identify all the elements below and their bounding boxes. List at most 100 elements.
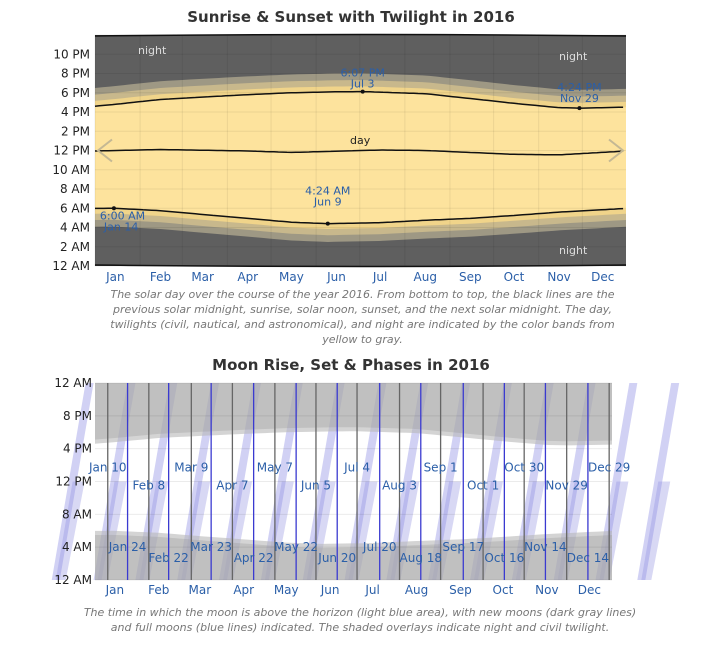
moon-y-tick-label: 8 AM: [62, 507, 92, 521]
previous-midnight-line: [94, 264, 627, 268]
full-moon-label: Apr 22: [234, 551, 274, 565]
moon-y-tick-label: 12 AM: [54, 376, 92, 390]
moon-x-tick-label: Mar: [188, 583, 211, 597]
sun-y-tick-label: 12 AM: [52, 259, 90, 273]
sun-y-tick-label: 4 PM: [61, 105, 90, 119]
sun-x-tick-label: Aug: [414, 270, 437, 284]
new-moon-label: Jul 4: [343, 461, 370, 475]
sun-x-tick-label: Oct: [504, 270, 525, 284]
moon-x-tick-label: Jun: [320, 583, 340, 597]
annotation-date: Nov 29: [560, 92, 599, 105]
annotation-time: 6:07 PM: [341, 67, 385, 80]
moon-up-stripe: [51, 383, 94, 580]
moon-x-tick-label: Nov: [535, 583, 558, 597]
full-moon-label: Jun 20: [317, 551, 356, 565]
moon-x-tick-label: Jul: [364, 583, 379, 597]
full-moon-label: Sep 17: [442, 540, 484, 554]
annotation-dot: [360, 89, 365, 94]
full-moon-label: Oct 16: [484, 551, 524, 565]
annotation-date: Jul 3: [350, 78, 375, 91]
sun-y-tick-label: 6 PM: [61, 86, 90, 100]
moon-x-tick-label: Dec: [578, 583, 601, 597]
full-moon-label: Aug 18: [400, 551, 443, 565]
sun-x-tick-label: May: [279, 270, 304, 284]
moon-y-tick-label: 12 PM: [55, 475, 92, 489]
sun-x-tick-label: Jun: [326, 270, 346, 284]
new-moon-label: Oct 1: [467, 479, 499, 493]
sun-y-tick-label: 10 AM: [52, 163, 90, 177]
night-label: night: [559, 50, 588, 63]
annotation-date: Jan 14: [103, 220, 138, 233]
moon-x-tick-label: Jan: [105, 583, 125, 597]
new-moon-label: Jun 5: [300, 479, 331, 493]
night-label: night: [559, 244, 588, 257]
new-moon-label: Sep 1: [424, 461, 458, 475]
sun-day-band: [95, 91, 626, 224]
full-moon-label: Jan 24: [108, 540, 147, 554]
chevron-right-icon: [608, 138, 625, 163]
new-moon-label: Mar 9: [174, 461, 208, 475]
moon-x-tick-label: Oct: [493, 583, 514, 597]
sun-y-tick-label: 12 PM: [53, 144, 90, 158]
moon-x-tick-label: May: [274, 583, 299, 597]
new-moon-label: Apr 7: [216, 479, 248, 493]
sun-y-tick-label: 8 AM: [60, 182, 90, 196]
sun-x-tick-label: Mar: [191, 270, 214, 284]
sun-chart-title: Sunrise & Sunset with Twilight in 2016: [187, 8, 515, 26]
moon-up-stripe: [260, 383, 303, 580]
sunrise-line: [95, 207, 624, 225]
sun-y-tick-label: 10 PM: [53, 47, 90, 61]
moon-x-tick-label: Apr: [233, 583, 254, 597]
new-moon-label: Dec 29: [588, 461, 630, 475]
new-moon-label: May 7: [257, 461, 293, 475]
sun-x-tick-label: Feb: [150, 270, 171, 284]
moon-up-stripe: [344, 383, 387, 580]
next-midnight-line: [94, 33, 627, 37]
sun-x-tick-label: Dec: [591, 270, 614, 284]
annotation-dot: [111, 206, 116, 211]
moon-x-tick-label: Sep: [449, 583, 472, 597]
solar-noon-line: [94, 148, 624, 156]
annotation-time: 4:24 AM: [305, 185, 350, 198]
sun-chart-caption: The solar day over the course of the yea…: [110, 288, 615, 346]
annotation-dot: [577, 106, 582, 111]
new-moon-label: Feb 8: [132, 479, 165, 493]
moon-chart-title: Moon Rise, Set & Phases in 2016: [212, 356, 490, 374]
annotation-dot: [325, 221, 330, 226]
full-moon-label: May 22: [274, 540, 318, 554]
full-moon-label: Mar 23: [190, 540, 232, 554]
annotation-time: 6:00 AM: [100, 209, 145, 222]
new-moon-label: Jan 10: [88, 461, 127, 475]
sun-y-tick-label: 4 AM: [60, 221, 90, 235]
moon-chart-caption: The time in which the moon is above the …: [83, 606, 637, 634]
moon-x-tick-label: Aug: [405, 583, 428, 597]
sun-y-tick-label: 8 PM: [61, 67, 90, 81]
new-moon-label: Nov 29: [545, 479, 588, 493]
sunset-line: [94, 90, 624, 109]
full-moon-label: Dec 14: [567, 551, 609, 565]
sun-y-tick-label: 6 AM: [60, 201, 90, 215]
full-moon-label: Nov 14: [524, 540, 567, 554]
moon-x-tick-label: Feb: [148, 583, 169, 597]
night-label: night: [138, 44, 167, 57]
moon-y-tick-label: 12 AM: [54, 573, 92, 587]
sun-y-tick-label: 2 PM: [61, 124, 90, 138]
day-label: day: [350, 134, 371, 147]
moon-y-tick-label: 4 PM: [63, 442, 92, 456]
sun-x-tick-label: Sep: [459, 270, 482, 284]
sun-y-tick-label: 2 AM: [60, 240, 90, 254]
moon-up-stripe: [55, 481, 85, 580]
annotation-time: 4:24 PM: [557, 81, 601, 94]
full-moon-label: Feb 22: [148, 551, 188, 565]
sun-x-tick-label: Jul: [372, 270, 387, 284]
moon-y-tick-label: 4 AM: [62, 540, 92, 554]
sun-x-tick-label: Jan: [105, 270, 125, 284]
chevron-left-icon: [96, 138, 113, 163]
sun-x-tick-label: Apr: [237, 270, 258, 284]
full-moon-label: Jul 20: [362, 540, 397, 554]
new-moon-label: Oct 30: [504, 461, 544, 475]
annotation-date: Jun 9: [313, 196, 342, 209]
moon-up-stripe: [641, 481, 671, 580]
sun-x-tick-label: Nov: [547, 270, 570, 284]
